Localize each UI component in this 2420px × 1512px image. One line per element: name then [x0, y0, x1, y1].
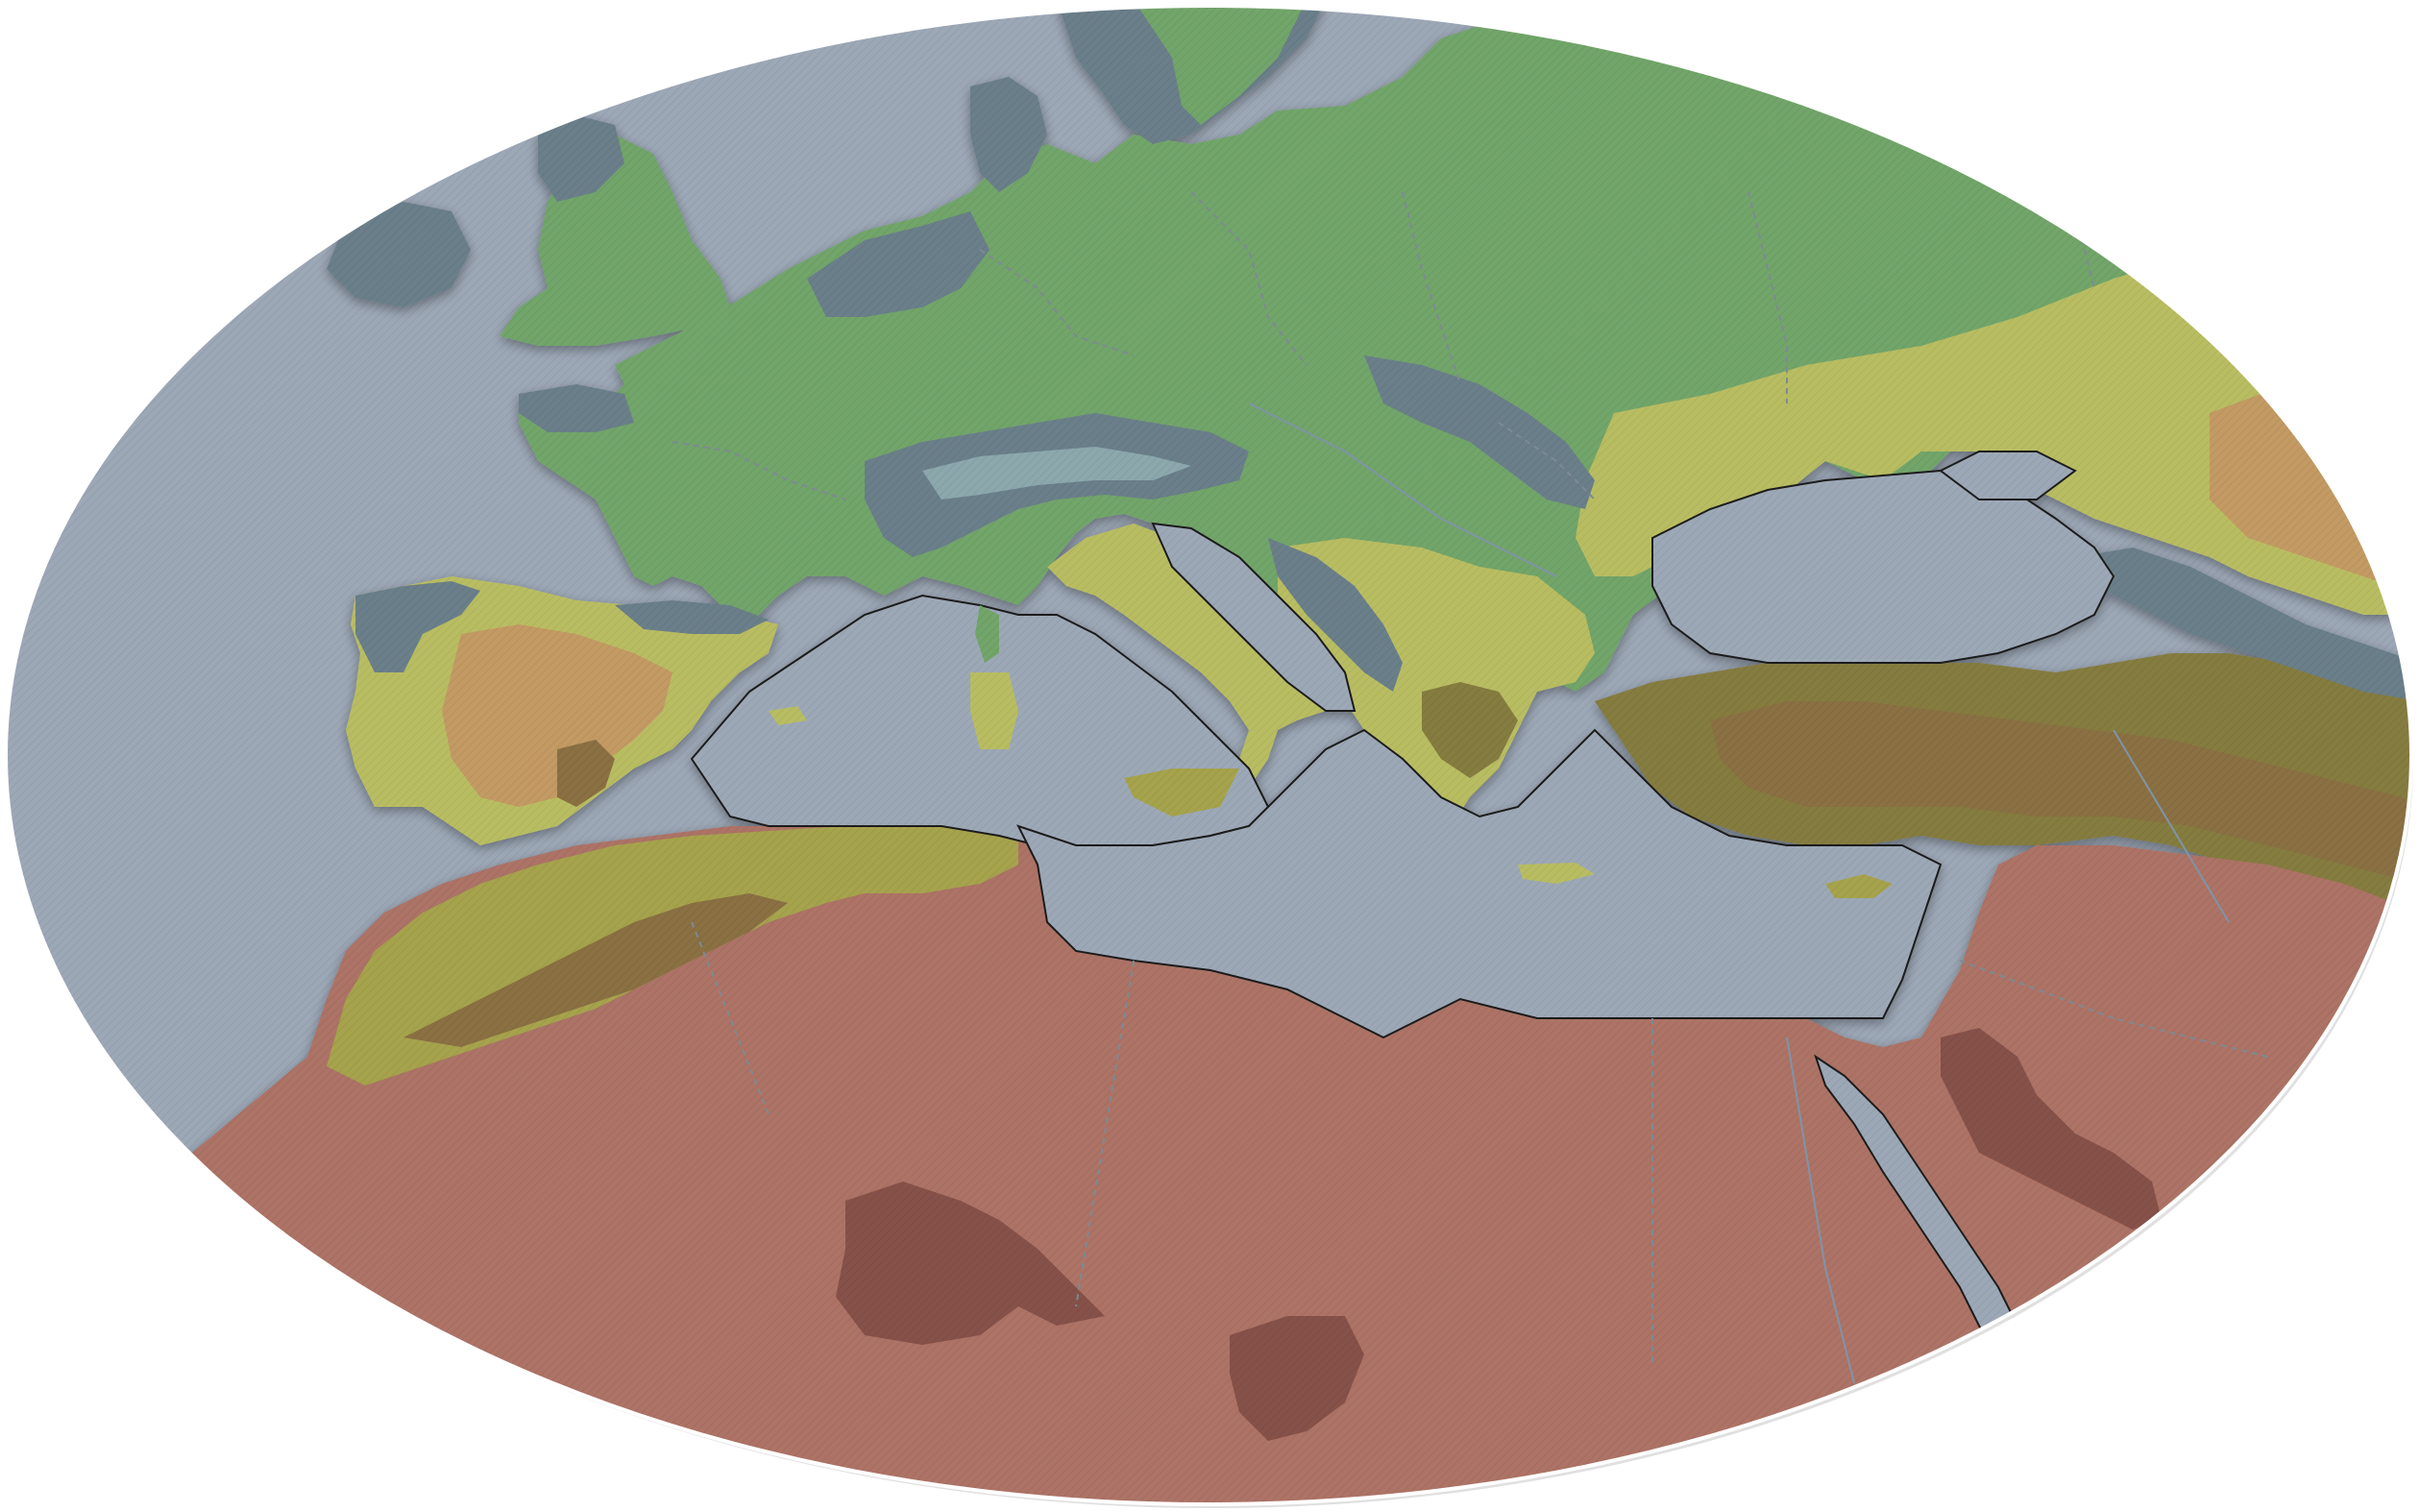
rivers — [1248, 402, 2230, 1384]
map-frame — [4, 4, 2413, 1506]
